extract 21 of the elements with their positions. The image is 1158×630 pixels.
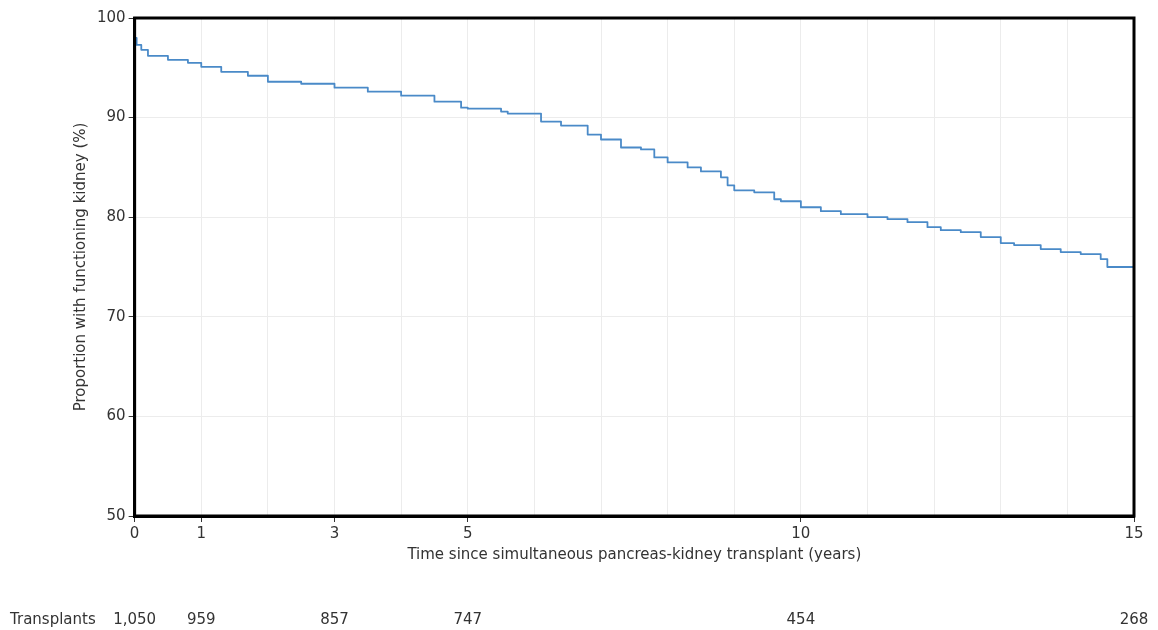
text: 268: [1119, 609, 1149, 628]
x-tick-label: 3: [329, 523, 340, 542]
y-tick-label: 50: [106, 505, 126, 524]
y-tick-label: 90: [106, 107, 126, 126]
x-tick-label: 1: [196, 523, 207, 542]
y-tick-label: 60: [106, 406, 126, 425]
text: Transplants: [9, 609, 96, 628]
x-tick-label: 15: [1124, 523, 1144, 542]
y-tick-label: 80: [106, 207, 126, 226]
x-tick-label: 10: [791, 523, 811, 542]
text: 857: [320, 609, 349, 628]
x-tick-label: 0: [129, 523, 140, 542]
x-axis-title: Time since simultaneous pancreas-kidney transplant (years): [406, 544, 862, 563]
text: 747: [453, 609, 483, 628]
y-tick-label: 70: [106, 306, 126, 325]
text: 1,050: [113, 609, 157, 628]
y-tick-label: 100: [96, 7, 126, 26]
text: 454: [786, 609, 816, 628]
x-tick-label: 5: [462, 523, 473, 542]
y-axis-title: Proportion with functioning kidney (%): [70, 122, 89, 412]
text: 959: [186, 609, 216, 628]
